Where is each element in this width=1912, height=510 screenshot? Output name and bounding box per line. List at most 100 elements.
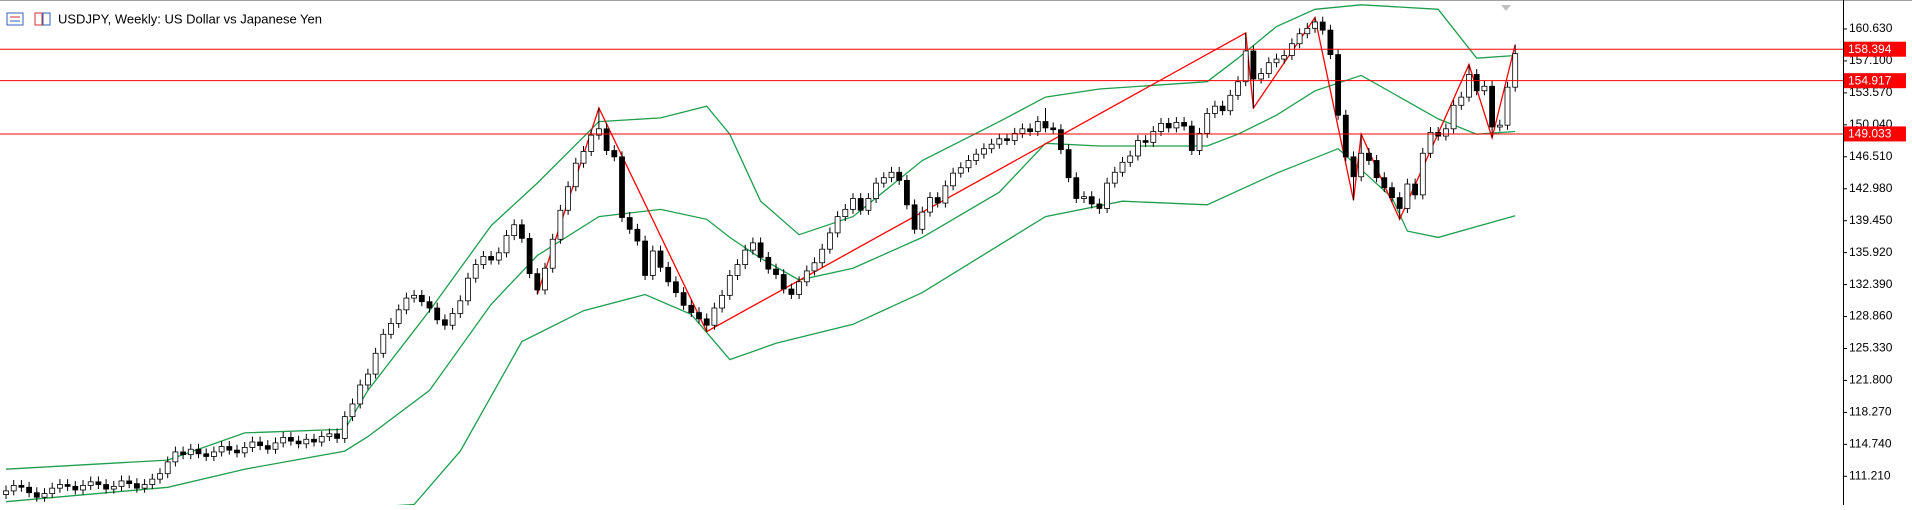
candle-body (1227, 94, 1234, 112)
shift-marker (1501, 5, 1511, 11)
candle-body (596, 128, 602, 136)
candle-body (565, 186, 571, 211)
level-label: 158.394 (1848, 42, 1892, 56)
candle-body (511, 224, 518, 237)
candle-body (673, 281, 679, 294)
candle-body (719, 294, 725, 309)
candle-body (1481, 85, 1488, 92)
y-tick-label: 132.390 (1849, 277, 1893, 291)
candle-body (180, 451, 187, 456)
candle-body (1504, 86, 1511, 126)
candle-body (210, 451, 217, 457)
candle-body (41, 493, 48, 498)
candle-body (403, 297, 410, 311)
candle-body (819, 248, 826, 264)
y-tick-label: 125.330 (1849, 341, 1893, 355)
candle-body (1188, 125, 1195, 151)
candle-body (1034, 121, 1041, 132)
candle-body (465, 277, 471, 302)
candle-body (1312, 21, 1318, 29)
candle-body (1389, 187, 1395, 199)
candle-body (788, 288, 795, 295)
y-tick-label: 146.510 (1849, 149, 1893, 163)
candle-body (919, 211, 926, 230)
candle-body (927, 197, 933, 213)
y-tick-label: 121.800 (1849, 373, 1893, 387)
candle-body (249, 441, 256, 448)
candle-body (934, 197, 941, 204)
candle-body (1419, 152, 1426, 196)
candle-body (549, 238, 556, 269)
candle-body (1235, 81, 1241, 96)
candle-body (80, 485, 86, 491)
candle-body (87, 481, 94, 486)
level-label-box (1844, 126, 1906, 142)
candle-body (1265, 62, 1272, 74)
candle-body (734, 264, 741, 276)
candle-body (1350, 156, 1357, 178)
candle-body (580, 151, 587, 164)
candle-body (3, 490, 9, 495)
candle-body (1004, 138, 1010, 141)
candle-body (626, 217, 633, 230)
candle-body (280, 437, 287, 444)
candle-body (1512, 53, 1519, 88)
candle-body (811, 262, 818, 272)
candle-body (72, 485, 79, 491)
candle-body (1335, 54, 1341, 116)
candle-body (64, 484, 71, 487)
candle-body (264, 445, 271, 450)
candle-body (942, 185, 949, 204)
candle-body (865, 198, 872, 211)
candle-body (1473, 74, 1480, 92)
candle-body (1404, 183, 1411, 209)
candle-body (1111, 171, 1118, 184)
candle-body (141, 484, 148, 489)
candle-body (1050, 127, 1057, 131)
candle-body (1150, 131, 1157, 143)
candle-body (1173, 122, 1180, 129)
candle-body (1366, 152, 1372, 161)
candle-body (950, 172, 956, 187)
candle-body (1427, 132, 1434, 154)
candle-body (880, 177, 887, 184)
icon (42, 12, 51, 26)
candle-body (434, 307, 441, 321)
candle-body (904, 180, 910, 206)
candle-body (1373, 160, 1380, 179)
candle-body (557, 209, 564, 240)
candle-body (472, 264, 479, 279)
candle-body (1466, 74, 1472, 98)
candle-body (1081, 196, 1087, 199)
candle-body (418, 294, 425, 303)
candle-body (18, 485, 25, 488)
chart-icons (6, 12, 51, 26)
candle-body (834, 216, 841, 234)
candle-body (341, 416, 348, 439)
candle-body (711, 307, 718, 326)
level-label-box (1844, 41, 1906, 57)
y-tick-label: 118.270 (1849, 405, 1892, 419)
candle-body (364, 373, 371, 386)
y-tick-label: 111.210 (1849, 468, 1891, 482)
candle-body (357, 384, 364, 405)
candle-body (1250, 50, 1257, 80)
candle-body (803, 270, 810, 283)
candle-body (696, 312, 702, 320)
candle-body (380, 333, 387, 354)
candle-body (257, 441, 264, 447)
candle-body (973, 153, 980, 161)
candle-body (326, 433, 333, 437)
candle-body (1273, 58, 1280, 64)
candle-body (441, 319, 448, 326)
candle-body (988, 143, 995, 150)
candle-body (542, 267, 548, 291)
candle-body (426, 301, 433, 309)
icon (6, 12, 24, 26)
candle-body (1212, 105, 1218, 114)
candle-body (241, 447, 248, 454)
chart-title: USDJPY, Weekly: US Dollar vs Japanese Ye… (58, 11, 322, 26)
